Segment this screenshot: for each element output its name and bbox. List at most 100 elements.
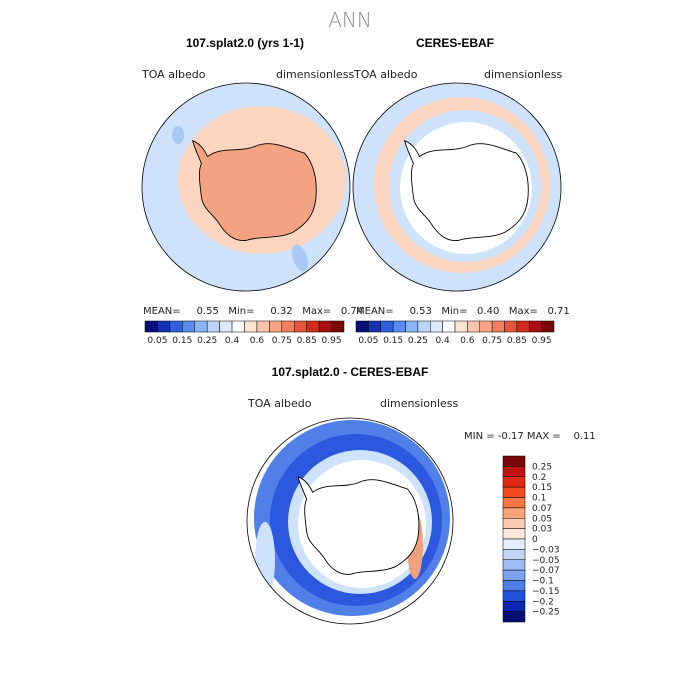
- colorbar-model-swatch: [269, 320, 283, 333]
- stat-max-label: Max=: [302, 306, 332, 317]
- colorbar-difference-swatch: [502, 611, 526, 623]
- colorbar-model-swatch: [206, 320, 220, 333]
- colorbar-model-swatch: [306, 320, 320, 333]
- colorbar-model-swatch: [144, 320, 158, 333]
- stat-min-value: 0.40: [477, 306, 500, 317]
- stat-min-label: Min=: [228, 306, 255, 317]
- colorbar-difference-swatch: [502, 559, 526, 571]
- panel-1-stats: MEAN= 0.55 Min= 0.32 Max= 0.74: [143, 306, 363, 317]
- colorbar-ceres-swatch: [392, 320, 406, 333]
- colorbar-ceres-swatch: [541, 320, 555, 333]
- colorbar-model-swatch: [256, 320, 270, 333]
- colorbar-difference-swatch: [502, 486, 526, 498]
- colorbar-ceres: 0.05 0.15 0.25 0.4 0.6 0.75 0.85 0.95: [355, 320, 555, 346]
- colorbar-difference-tick-label: −0.2: [532, 597, 554, 607]
- map-model-low-albedo-patch: [291, 244, 309, 272]
- figure-title: ANN: [328, 8, 372, 32]
- stat-min-label: Min=: [441, 306, 468, 317]
- colorbar-model-swatch: [219, 320, 233, 333]
- colorbar-difference-tick-label: −0.05: [532, 556, 560, 566]
- colorbar-ceres-tick-label: 0.15: [383, 336, 403, 346]
- map-ceres-border: [352, 82, 562, 292]
- colorbar-difference-tick-label: 0.03: [532, 525, 552, 535]
- colorbar-ceres-tick-label: 0.6: [460, 336, 475, 346]
- colorbar-ceres-swatch: [491, 320, 505, 333]
- colorbar-difference-swatch: [502, 476, 526, 488]
- panel-1-title: 107.splat2.0 (yrs 1-1): [185, 36, 305, 50]
- map-model: [142, 83, 350, 291]
- stat-max-value: 0.74: [340, 306, 364, 317]
- colorbar-difference-swatch: [502, 538, 526, 550]
- stat-max-label: MAX =: [526, 431, 561, 442]
- colorbar-model-tick-label: 0.85: [297, 336, 317, 346]
- colorbar-ceres-tick-label: 0.4: [435, 336, 450, 346]
- colorbar-difference-tick-label: 0.1: [532, 494, 546, 504]
- colorbar-model-tick-label: 0.75: [272, 336, 292, 346]
- colorbar-difference-tick-label: 0.25: [532, 462, 552, 472]
- map-ceres: [353, 83, 561, 291]
- panel-2-stats: MEAN= 0.53 Min= 0.40 Max= 0.71: [356, 306, 570, 317]
- colorbar-ceres-swatch: [355, 320, 369, 333]
- colorbar-ceres-swatch: [417, 320, 431, 333]
- colorbar-difference-swatch: [502, 507, 526, 519]
- stat-mean-value: 0.53: [409, 306, 432, 317]
- colorbar-difference-tick-label: −0.03: [532, 545, 560, 555]
- stat-mean-value: 0.55: [196, 306, 219, 317]
- map-model-low-albedo-patch: [172, 126, 184, 144]
- diff-panel-units-label: dimensionless: [380, 397, 459, 410]
- colorbar-model-tick-label: 0.4: [225, 336, 240, 346]
- colorbar-difference: 0.250.20.150.10.070.050.030−0.03−0.05−0.…: [502, 455, 560, 623]
- stat-min-value: -0.17: [497, 431, 524, 442]
- colorbar-model-tick-label: 0.6: [250, 336, 265, 346]
- colorbar-difference-swatch: [502, 455, 526, 467]
- colorbar-model-swatch: [169, 320, 183, 333]
- colorbar-ceres-swatch: [516, 320, 530, 333]
- stat-max-label: Max=: [508, 306, 538, 317]
- colorbar-model-swatch: [318, 320, 332, 333]
- colorbar-difference-swatch: [502, 590, 526, 602]
- map-difference-weak-patch: [255, 522, 275, 598]
- stat-min-value: 0.32: [270, 306, 293, 317]
- colorbar-difference-tick-label: 0.07: [532, 504, 552, 514]
- stat-mean-label: MEAN=: [143, 306, 181, 317]
- colorbar-difference-swatch: [502, 601, 526, 612]
- colorbar-difference-swatch: [502, 528, 526, 540]
- stat-max-value: 0.11: [573, 431, 596, 442]
- diff-panel-stats: MIN = -0.17 MAX = 0.11: [464, 431, 596, 442]
- panel-1-variable-label: TOA albedo: [142, 68, 206, 81]
- colorbar-difference-swatch: [502, 580, 526, 592]
- colorbar-difference-tick-label: 0.15: [532, 483, 552, 493]
- panel-1-units-label: dimensionless: [276, 68, 355, 81]
- colorbar-difference-tick-label: 0.05: [532, 514, 552, 524]
- colorbar-model-tick-label: 0.95: [322, 336, 342, 346]
- colorbar-model-swatch: [231, 320, 245, 333]
- colorbar-ceres-swatch: [380, 320, 394, 333]
- colorbar-ceres-tick-label: 0.95: [532, 336, 552, 346]
- colorbar-model-tick-label: 0.05: [147, 336, 167, 346]
- colorbar-difference-swatch: [502, 569, 526, 581]
- panel-2-units-label: dimensionless: [484, 68, 563, 81]
- colorbar-model-tick-label: 0.15: [172, 336, 192, 346]
- colorbar-ceres-tick-label: 0.25: [408, 336, 428, 346]
- colorbar-difference-tick-label: −0.15: [532, 587, 560, 597]
- colorbar-difference-tick-label: −0.25: [532, 608, 560, 618]
- colorbar-difference-swatch: [502, 497, 526, 509]
- map-difference: [247, 418, 453, 624]
- colorbar-difference-tick-label: 0: [532, 535, 538, 545]
- colorbar-difference-swatch: [502, 549, 526, 561]
- colorbar-ceres-swatch: [442, 320, 456, 333]
- colorbar-ceres-swatch: [368, 320, 382, 333]
- stat-max-value: 0.71: [547, 306, 570, 317]
- colorbar-model-swatch: [281, 320, 295, 333]
- map-difference-border: [246, 417, 454, 625]
- colorbar-model-swatch: [294, 320, 307, 333]
- colorbar-ceres-swatch: [430, 320, 443, 333]
- colorbar-ceres-swatch: [454, 320, 468, 333]
- colorbar-ceres-swatch: [479, 320, 493, 333]
- colorbar-model-swatch: [182, 320, 195, 333]
- diff-panel-title: 107.splat2.0 - CERES-EBAF: [271, 365, 429, 379]
- panel-2-variable-label: TOA albedo: [354, 68, 418, 81]
- colorbar-model-swatch: [331, 320, 345, 333]
- colorbar-difference-swatch: [502, 518, 526, 529]
